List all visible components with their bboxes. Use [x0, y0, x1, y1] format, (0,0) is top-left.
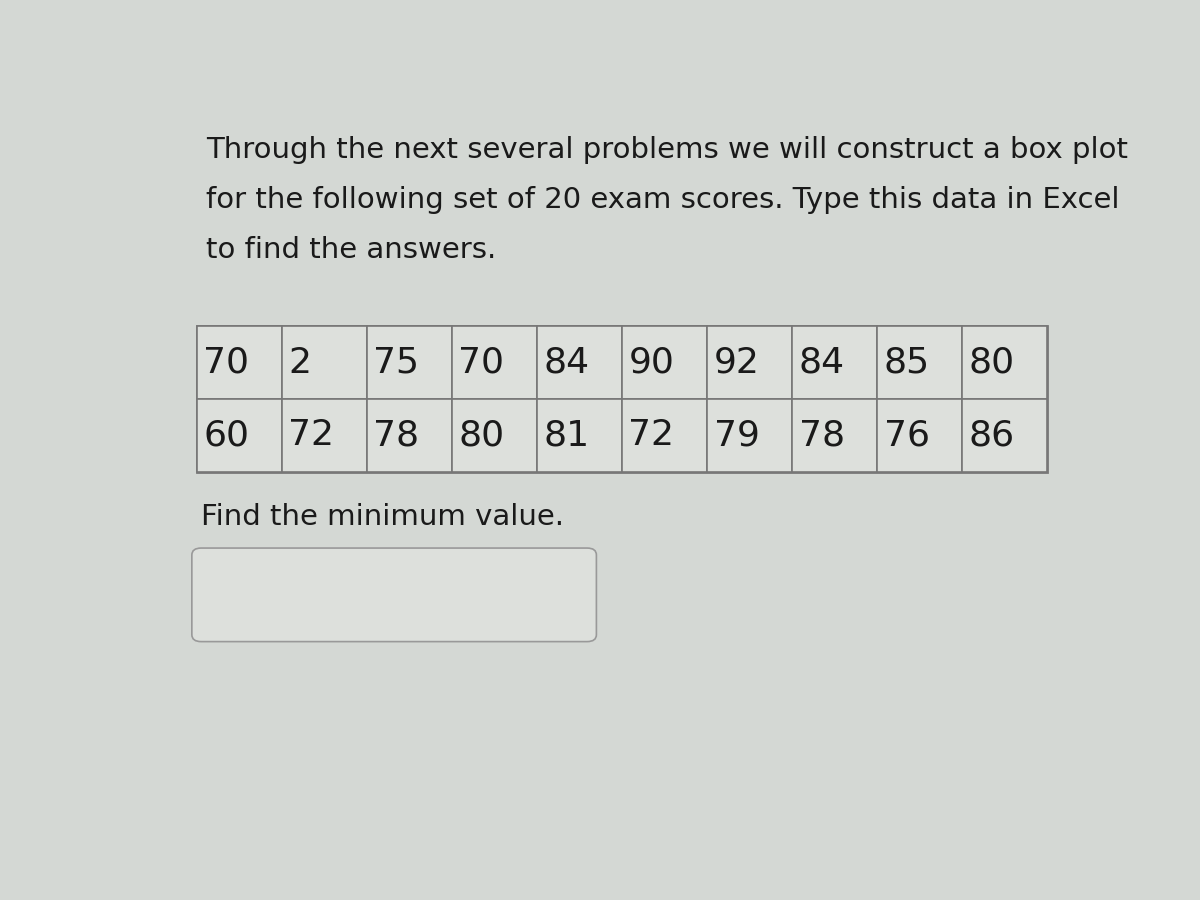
Text: 2: 2: [288, 346, 311, 380]
Bar: [282, 327, 367, 399]
Text: 79: 79: [714, 418, 760, 453]
Bar: [962, 399, 1048, 472]
Bar: [536, 399, 622, 472]
Text: 70: 70: [203, 346, 250, 380]
Text: 85: 85: [883, 346, 930, 380]
Bar: [877, 327, 962, 399]
Bar: [622, 399, 707, 472]
Text: 84: 84: [799, 346, 845, 380]
Text: 80: 80: [968, 346, 1015, 380]
Text: 92: 92: [714, 346, 760, 380]
Text: 72: 72: [629, 418, 674, 453]
Bar: [707, 327, 792, 399]
Text: 60: 60: [203, 418, 250, 453]
Bar: [962, 327, 1048, 399]
Bar: [792, 399, 877, 472]
Bar: [197, 399, 282, 472]
Text: 70: 70: [458, 346, 504, 380]
Bar: [451, 327, 536, 399]
Text: 78: 78: [799, 418, 845, 453]
Text: 81: 81: [544, 418, 589, 453]
Text: 86: 86: [968, 418, 1015, 453]
Text: 84: 84: [544, 346, 589, 380]
Text: Find the minimum value.: Find the minimum value.: [202, 503, 564, 531]
Text: 80: 80: [458, 418, 504, 453]
Bar: [197, 327, 1048, 472]
Bar: [622, 327, 707, 399]
Bar: [197, 327, 282, 399]
Bar: [536, 327, 622, 399]
Bar: [877, 399, 962, 472]
Bar: [792, 327, 877, 399]
Text: Through the next several problems we will construct a box plot: Through the next several problems we wil…: [206, 136, 1128, 164]
Text: 78: 78: [373, 418, 419, 453]
Bar: [451, 399, 536, 472]
Text: 72: 72: [288, 418, 334, 453]
Bar: [282, 399, 367, 472]
Bar: [707, 399, 792, 472]
Text: to find the answers.: to find the answers.: [206, 236, 496, 264]
FancyBboxPatch shape: [192, 548, 596, 642]
Text: 76: 76: [883, 418, 930, 453]
Text: 90: 90: [629, 346, 674, 380]
Text: for the following set of 20 exam scores. Type this data in Excel: for the following set of 20 exam scores.…: [206, 185, 1120, 213]
Bar: [367, 399, 451, 472]
Bar: [367, 327, 451, 399]
Text: 75: 75: [373, 346, 419, 380]
